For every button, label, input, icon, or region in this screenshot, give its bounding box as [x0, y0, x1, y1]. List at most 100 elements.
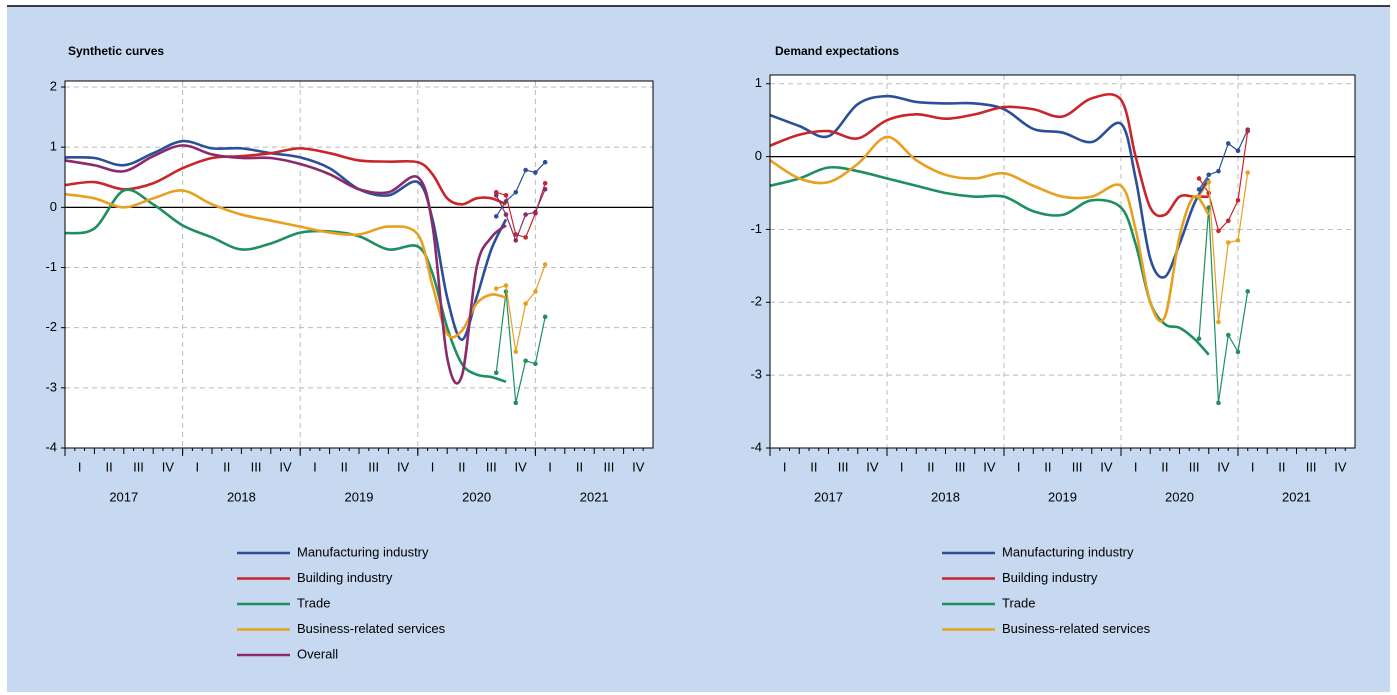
- monthly-point: [1216, 400, 1221, 406]
- y-tick-label: 1: [755, 75, 762, 90]
- quarter-label: IV: [632, 459, 645, 474]
- monthly-point: [1206, 172, 1212, 178]
- monthly-point: [1196, 176, 1202, 181]
- monthly-point: [513, 238, 519, 243]
- monthly-point: [1216, 228, 1221, 234]
- monthly-point: [1225, 141, 1231, 146]
- legend-label: Overall: [297, 646, 338, 661]
- year-label: 2017: [814, 489, 843, 504]
- y-tick-label: 2: [50, 78, 57, 93]
- quarter-label: III: [955, 459, 966, 474]
- monthly-point: [1245, 289, 1251, 294]
- monthly-line: [1198, 172, 1249, 323]
- quarter-label: II: [1278, 459, 1285, 474]
- monthly-point: [523, 301, 528, 306]
- monthly-point: [523, 358, 528, 364]
- monthly-point: [513, 232, 519, 237]
- quarter-label: III: [133, 459, 144, 474]
- y-tick-label: -2: [45, 319, 57, 334]
- year-label: 2020: [1165, 489, 1194, 504]
- monthly-point: [542, 262, 548, 267]
- quarter-label: I: [548, 459, 552, 474]
- monthly-point: [503, 193, 509, 198]
- quarter-label: II: [105, 459, 112, 474]
- quarter-label: IV: [279, 459, 292, 474]
- monthly-point: [1235, 148, 1241, 154]
- monthly-line: [1198, 131, 1249, 233]
- series-line: [769, 94, 1210, 279]
- legend-label: Trade: [1002, 595, 1035, 610]
- quarter-label: II: [223, 459, 230, 474]
- monthly-point: [1216, 168, 1221, 174]
- quarter-label: I: [195, 459, 199, 474]
- monthly-point: [1225, 332, 1231, 338]
- monthly-point: [493, 214, 499, 219]
- monthly-point: [542, 186, 548, 192]
- monthly-point: [542, 180, 548, 186]
- quarter-label: IV: [1100, 459, 1113, 474]
- series-line: [769, 165, 1210, 356]
- quarter-label: III: [251, 459, 262, 474]
- quarter-label: IV: [983, 459, 996, 474]
- quarter-label: IV: [1217, 459, 1230, 474]
- monthly-point: [1235, 198, 1241, 203]
- y-tick-label: -4: [45, 439, 57, 454]
- y-tick-label: -1: [750, 221, 762, 236]
- y-tick-label: -3: [45, 379, 57, 394]
- monthly-point: [1245, 128, 1251, 134]
- monthly-point: [1245, 170, 1251, 175]
- legend-label: Manufacturing industry: [1002, 544, 1134, 559]
- quarter-label: III: [1189, 459, 1200, 474]
- quarter-label: I: [78, 459, 82, 474]
- monthly-point: [1206, 179, 1212, 185]
- monthly-line: [1198, 129, 1249, 190]
- quarter-label: IV: [1334, 459, 1347, 474]
- quarter-label: I: [431, 459, 435, 474]
- monthly-point: [542, 314, 548, 320]
- monthly-line: [495, 291, 546, 404]
- monthly-point: [523, 212, 528, 217]
- series-line: [64, 139, 508, 342]
- plot-frame: [64, 80, 654, 449]
- monthly-point: [1225, 240, 1231, 245]
- quarter-label: III: [1072, 459, 1083, 474]
- monthly-point: [1225, 218, 1231, 224]
- plot-area: [65, 81, 653, 448]
- plot-frame: [769, 74, 1356, 449]
- series-line: [769, 93, 1209, 218]
- monthly-line: [495, 189, 546, 243]
- legend-label: Business-related services: [1002, 621, 1151, 636]
- monthly-point: [523, 235, 528, 240]
- series-line: [64, 189, 507, 339]
- quarter-label: I: [900, 459, 904, 474]
- year-label: 2021: [580, 489, 609, 504]
- year-label: 2018: [227, 489, 256, 504]
- quarter-label: IV: [162, 459, 175, 474]
- y-tick-label: -2: [750, 294, 762, 309]
- quarter-label: II: [341, 459, 348, 474]
- quarter-label: IV: [397, 459, 410, 474]
- quarter-label: II: [1044, 459, 1051, 474]
- quarter-label: III: [368, 459, 379, 474]
- monthly-point: [503, 283, 509, 288]
- monthly-point: [533, 289, 538, 294]
- quarter-label: III: [838, 459, 849, 474]
- y-tick-label: 0: [50, 199, 57, 214]
- quarter-label: I: [783, 459, 787, 474]
- quarter-label: II: [458, 459, 465, 474]
- year-label: 2021: [1282, 489, 1311, 504]
- quarter-label: I: [1251, 459, 1255, 474]
- series-line: [64, 144, 507, 385]
- chart-title: Synthetic curves: [68, 44, 164, 58]
- y-tick-label: 0: [755, 148, 762, 163]
- monthly-point: [542, 159, 548, 165]
- series-line: [769, 135, 1210, 323]
- year-label: 2019: [1048, 489, 1077, 504]
- quarter-label: II: [1161, 459, 1168, 474]
- legend-label: Trade: [297, 595, 330, 610]
- monthly-point: [533, 361, 538, 367]
- legend-label: Manufacturing industry: [297, 544, 429, 559]
- year-label: 2020: [462, 489, 491, 504]
- monthly-point: [1196, 336, 1202, 342]
